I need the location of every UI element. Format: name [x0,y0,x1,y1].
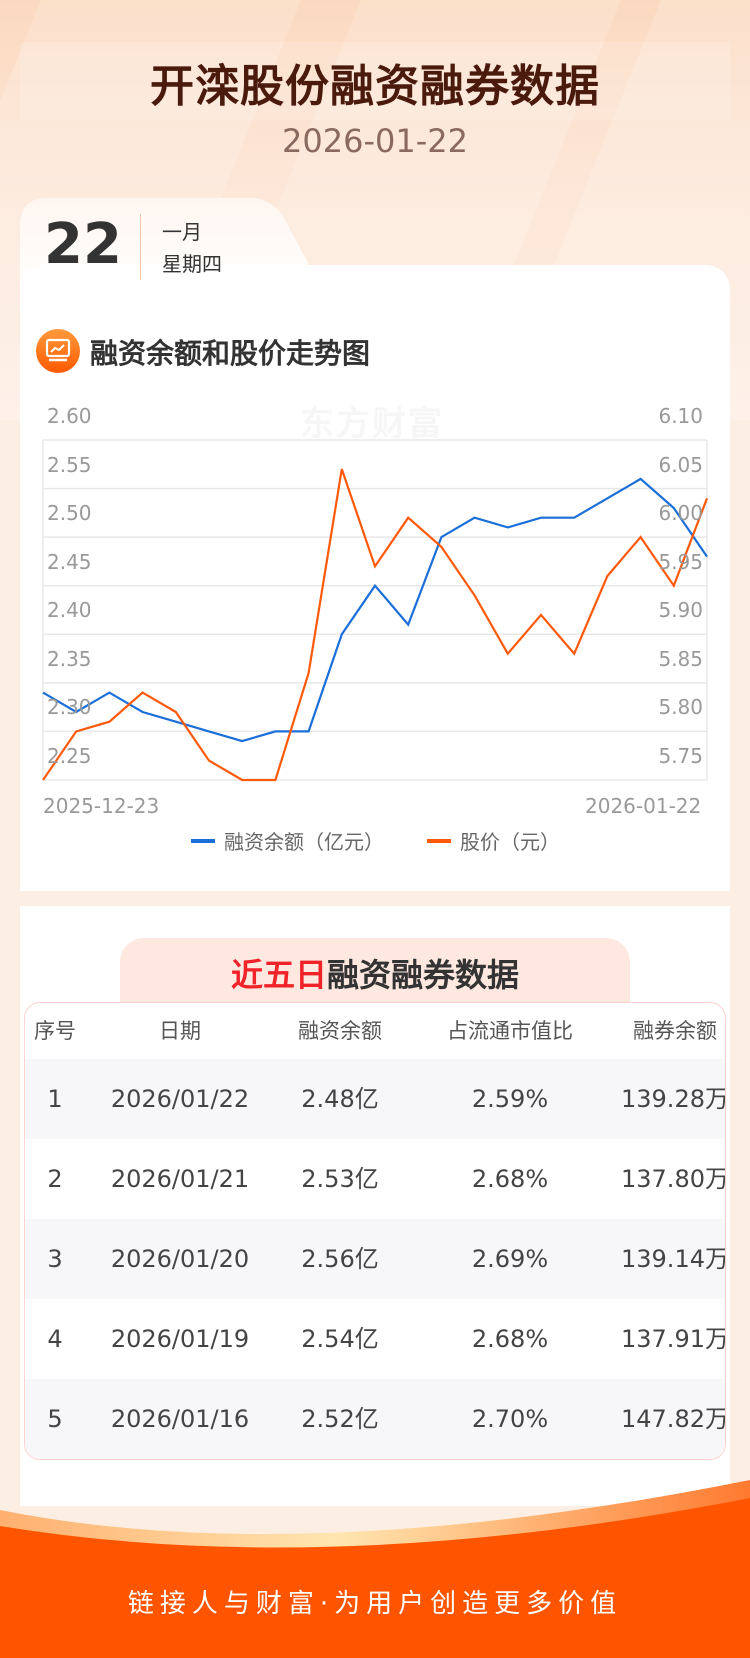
cell-financing-balance: 2.56亿 [301,1245,379,1273]
left-axis-tick: 2.45 [47,549,92,574]
cell-financing-balance: 2.53亿 [301,1165,379,1193]
cell-float-ratio: 2.70% [471,1405,549,1433]
chart-monitor-icon [36,329,80,373]
date-divider [140,214,141,280]
title-band [20,42,730,120]
cell-index: 5 [47,1405,63,1433]
table-row: 3 2026/01/20 2.56亿 2.69% 139.14万 [25,1219,725,1299]
cell-float-ratio: 2.68% [471,1325,549,1353]
cell-financing-balance: 2.48亿 [301,1085,379,1113]
right-axis-tick: 5.95 [658,549,703,574]
right-axis-tick: 5.90 [658,598,703,623]
left-axis-tick: 2.30 [47,695,92,720]
cell-short-balance: 139.14万 [621,1245,726,1273]
footer-wave [0,1480,750,1658]
stock-price-line [42,468,709,782]
cell-short-balance: 137.80万 [621,1165,726,1193]
cell-index: 3 [47,1245,63,1273]
cell-short-balance: 137.91万 [621,1325,726,1353]
month-label: 一月 [162,220,202,244]
footer-slogan: 链接人与财富·为用户创造更多价值 [127,1589,623,1619]
column-header-short-balance: 融券余额 [633,1019,717,1043]
column-header-index: 序号 [34,1019,76,1043]
legend-swatch-price [427,839,451,843]
cell-float-ratio: 2.68% [471,1165,549,1193]
margin-data-table: 序号 日期 融资余额 占流通市值比 融券余额 1 2026/01/22 2.48亿 2… [24,1002,726,1460]
right-axis-tick: 6.05 [658,452,703,477]
cell-date: 2026/01/20 [110,1245,250,1273]
legend-item-financing: 融资余额（亿元） [224,830,384,854]
legend-item-price: 股价（元） [460,830,560,854]
table-title-highlight: 近五日 [230,956,327,994]
cell-date: 2026/01/19 [110,1325,250,1353]
column-header-float-ratio: 占流通市值比 [447,1019,573,1043]
chart-section-title: 融资余额和股价走势图 [90,337,371,370]
cell-financing-balance: 2.52亿 [301,1405,379,1433]
x-end-label: 2026-01-22 [585,794,702,818]
left-axis-tick: 2.55 [47,452,92,477]
column-header-financing-balance: 融资余额 [298,1019,382,1043]
cell-financing-balance: 2.54亿 [301,1325,379,1353]
table-header-row: 序号 日期 融资余额 占流通市值比 融券余额 [25,1003,725,1059]
cell-float-ratio: 2.59% [471,1085,549,1113]
cell-short-balance: 147.82万 [621,1405,726,1433]
cell-index: 4 [47,1325,63,1353]
table-row: 2 2026/01/21 2.53亿 2.68% 137.80万 [25,1139,725,1219]
table-row: 4 2026/01/19 2.54亿 2.68% 137.91万 [25,1299,725,1379]
cell-float-ratio: 2.69% [471,1245,549,1273]
day-number: 22 [44,212,122,277]
right-axis-tick: 6.00 [658,501,703,526]
cell-date: 2026/01/21 [110,1165,250,1193]
page-title: 开滦股份融资融券数据 [150,61,600,112]
left-axis-tick: 2.50 [47,501,92,526]
cell-date: 2026/01/22 [110,1085,250,1113]
cell-index: 2 [47,1165,63,1193]
right-axis-tick: 6.10 [658,404,703,428]
left-axis-tick: 2.25 [47,744,92,768]
x-start-label: 2025-12-23 [43,794,160,818]
chart-legend: 融资余额（亿元） 股价（元） [0,826,750,854]
right-axis-tick: 5.85 [658,646,703,671]
right-axis-tick: 5.75 [658,744,703,768]
left-axis-tick: 2.40 [47,598,92,623]
chart-card-body [20,290,730,891]
cell-date: 2026/01/16 [110,1405,250,1433]
cell-short-balance: 139.28万 [621,1085,726,1113]
right-axis-tick: 5.80 [658,695,703,720]
table-row: 1 2026/01/22 2.48亿 2.59% 139.28万 [25,1059,725,1139]
legend-swatch-financing [191,839,215,843]
cell-index: 1 [47,1085,63,1113]
table-row: 5 2026/01/16 2.52亿 2.70% 147.82万 [25,1379,725,1459]
left-axis-tick: 2.60 [47,404,92,428]
financing-balance-line [42,477,708,743]
line-chart [42,439,709,782]
page-date: 2026-01-22 [282,122,468,160]
weekday-label: 星期四 [162,252,222,276]
left-axis-tick: 2.35 [47,646,92,671]
column-header-date: 日期 [159,1019,201,1043]
table-title-rest: 融资融券数据 [327,956,520,994]
table-title: 近五日融资融券数据 [0,950,750,996]
